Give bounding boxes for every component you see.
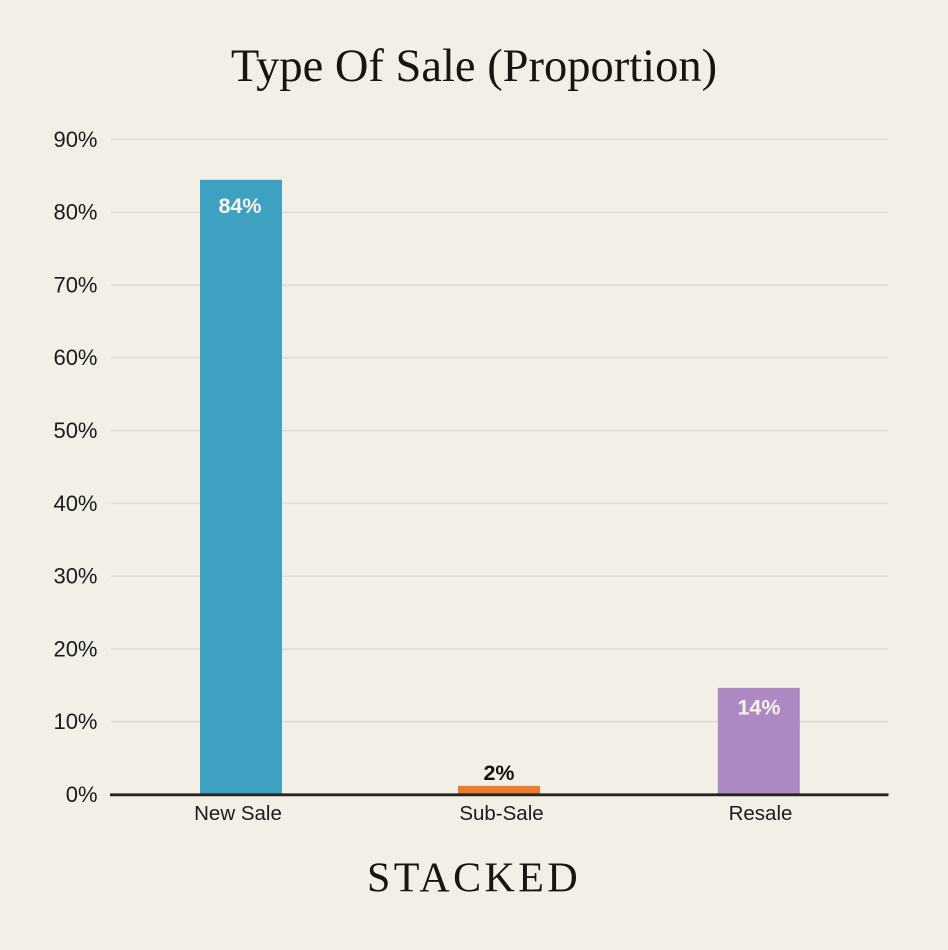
svg-text:30%: 30% <box>53 564 97 589</box>
svg-text:90%: 90% <box>53 127 97 152</box>
svg-text:10%: 10% <box>53 709 97 734</box>
svg-text:14%: 14% <box>737 696 780 720</box>
svg-text:Sub-Sale: Sub-Sale <box>459 802 543 825</box>
svg-text:Type Of Sale (Proportion): Type Of Sale (Proportion) <box>231 41 717 92</box>
svg-text:New Sale: New Sale <box>194 802 282 825</box>
svg-text:40%: 40% <box>53 491 97 516</box>
svg-text:50%: 50% <box>53 418 97 443</box>
svg-text:Resale: Resale <box>729 802 793 825</box>
svg-text:80%: 80% <box>53 200 97 225</box>
svg-text:STACKED: STACKED <box>367 856 581 902</box>
svg-text:84%: 84% <box>218 194 261 218</box>
svg-text:20%: 20% <box>53 636 97 661</box>
svg-text:60%: 60% <box>53 345 97 370</box>
svg-text:2%: 2% <box>483 761 514 785</box>
svg-text:70%: 70% <box>53 272 97 297</box>
svg-text:0%: 0% <box>66 782 98 807</box>
